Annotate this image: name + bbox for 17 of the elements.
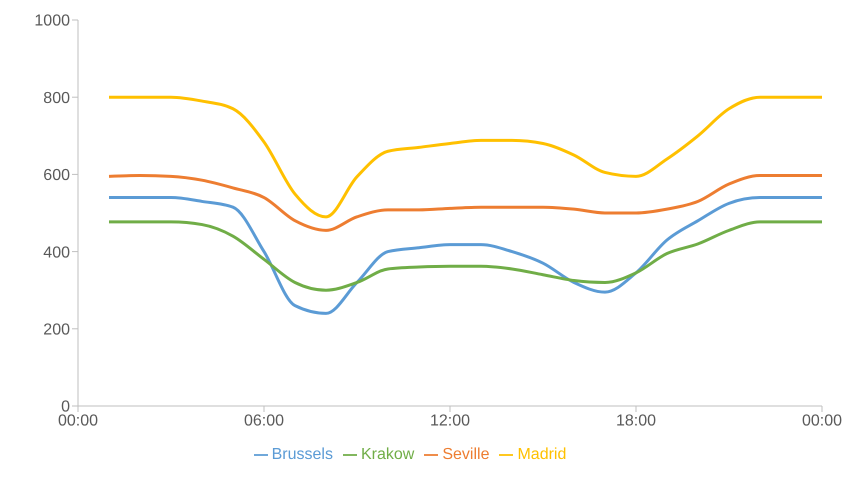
x-tick-label: 06:00 (244, 412, 284, 430)
x-tick-label: 12:00 (430, 412, 470, 430)
y-tick-label: 400 (43, 244, 70, 262)
y-tick-label: 200 (43, 321, 70, 338)
legend-label: Brussels (272, 446, 333, 463)
legend-label: Madrid (517, 446, 566, 463)
line-series (108, 196, 822, 315)
y-tick-label: 1000 (34, 12, 70, 30)
legend-label: Seville (442, 446, 490, 463)
x-tick-label: 00:00 (802, 412, 842, 430)
y-tick-label: 600 (43, 167, 70, 184)
line-series (108, 220, 822, 292)
y-tick-label: 800 (43, 90, 70, 107)
line-series (108, 174, 822, 232)
line-series (108, 96, 822, 218)
x-tick-label: 18:00 (616, 412, 656, 430)
legend-label: Krakow (360, 446, 414, 463)
